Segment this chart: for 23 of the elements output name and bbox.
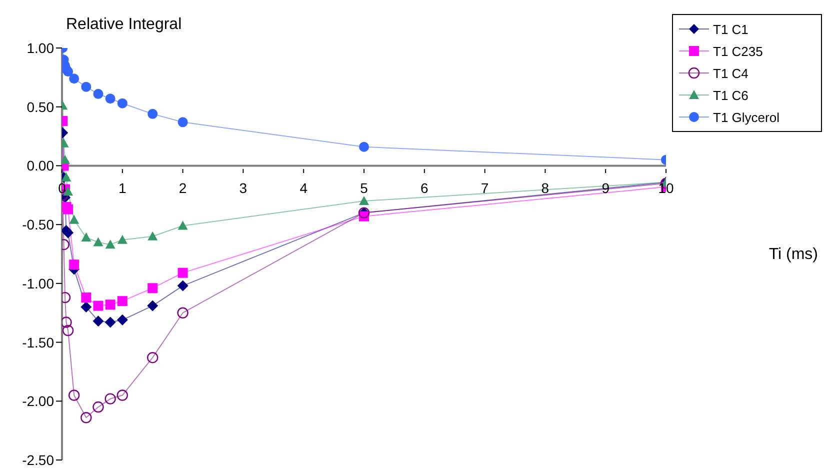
y-tick-label: 1.00 [26,40,54,56]
x-tick-label: 6 [420,180,428,196]
x-tick-label: 8 [541,180,550,196]
x-tick-label: 2 [178,180,187,196]
x-tick-label: 4 [300,180,308,196]
y-tick-label: 0.50 [26,98,54,115]
legend-label: T1 Glycerol [713,110,780,124]
y-tick-label: -1.00 [22,275,54,292]
x-tick-label: 1 [118,180,126,196]
y-tick-label: 0.00 [26,158,54,174]
y-tick-label: -0.50 [22,216,54,233]
legend-label: T1 C235 [713,44,763,58]
legend-label: T1 C4 [713,66,748,80]
x-tick-label: 7 [480,180,489,196]
x-tick-label: 5 [360,180,368,196]
legend-label: T1 C1 [713,22,748,36]
text: Ti (ms) [768,246,818,264]
y-tick-label: -1.50 [22,334,54,350]
y-tick-label: -2.50 [22,452,54,468]
x-tick-label: 3 [239,180,248,196]
y-tick-label: -2.00 [22,393,54,410]
y-axis-title: Relative Integral [66,16,182,34]
legend-label: T1 C6 [713,88,748,102]
